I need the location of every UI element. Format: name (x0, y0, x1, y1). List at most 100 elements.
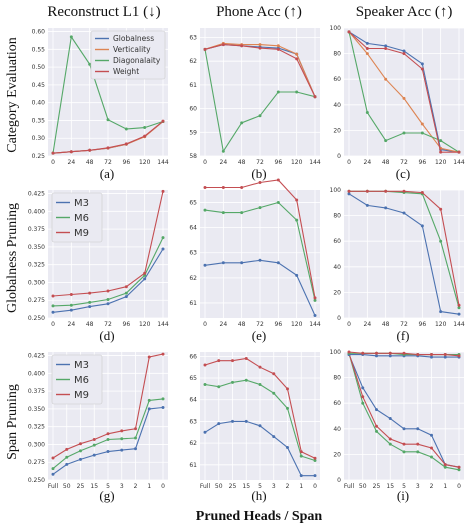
y-tick-label-h: 64 (189, 397, 197, 404)
data-point-b-3 (221, 43, 225, 47)
x-tick-label-d: 72 (104, 321, 112, 328)
sublabel-g: (g) (99, 488, 114, 503)
y-tick-label-g: 0.250 (28, 477, 45, 484)
y-tick-label-h: 62 (189, 440, 197, 447)
data-point-g-2 (65, 447, 69, 451)
data-point-i-3 (388, 354, 392, 358)
data-point-e-1 (258, 206, 262, 210)
x-tick-label-c: 48 (382, 159, 390, 166)
x-tick-label-b: 48 (238, 159, 246, 166)
data-point-b-1 (295, 52, 299, 56)
data-point-i-2 (388, 437, 392, 441)
data-point-i-2 (457, 465, 461, 469)
y-tick-label-e: 62 (189, 275, 197, 282)
data-point-b-2 (295, 90, 299, 94)
data-point-c-2 (402, 131, 406, 135)
x-tick-label-f: 24 (364, 321, 372, 328)
panel-h: 61 62 63 64 65 66 Full 50 25 15 5 3 2 1 0 (189, 352, 320, 490)
y-tick-label-h: 65 (189, 375, 197, 382)
data-point-g-2 (92, 437, 96, 441)
data-point-c-0 (365, 41, 369, 45)
panel-i: 0 20 40 60 80 100 Full 50 25 15 5 3 2 1 0 (330, 349, 464, 490)
data-point-g-2 (161, 352, 165, 356)
sublabel-i: (i) (397, 488, 409, 503)
data-point-h-2 (244, 357, 248, 361)
data-point-f-0 (457, 312, 461, 316)
data-point-e-0 (295, 273, 299, 277)
legend-label-d: M9 (74, 228, 89, 239)
data-point-g-2 (106, 432, 110, 436)
y-tick-label-b: 63 (189, 34, 197, 41)
data-point-d-1 (106, 298, 110, 302)
x-tick-label-i: 25 (373, 483, 381, 490)
data-point-f-1 (457, 306, 461, 310)
legend-label-g: M3 (74, 360, 89, 371)
legend-box-d (51, 192, 103, 243)
data-point-d-2 (124, 285, 128, 289)
x-tick-label-b: 96 (275, 159, 283, 166)
data-point-e-1 (313, 298, 317, 302)
data-point-f-0 (365, 203, 369, 207)
data-point-e-1 (203, 208, 207, 212)
data-point-h-2 (286, 387, 289, 391)
data-point-f-2 (365, 189, 369, 193)
y-tick-label-c: 60 (333, 76, 341, 83)
data-point-a-2 (69, 35, 73, 39)
data-point-f-2 (402, 189, 406, 193)
y-tick-label-e: 64 (189, 225, 197, 232)
data-point-i-1 (457, 468, 461, 472)
data-point-g-0 (92, 453, 96, 457)
legend-label-a: Diagonalaity (113, 56, 161, 65)
y-tick-label-g: 0.400 (28, 370, 45, 377)
data-point-a-2 (106, 118, 110, 122)
data-point-d-0 (124, 295, 128, 299)
data-point-e-0 (276, 261, 280, 265)
row-title-span: Span Pruning (5, 384, 20, 460)
x-tick-label-h: 5 (258, 483, 262, 490)
y-tick-label-d: 0.350 (28, 244, 45, 251)
y-tick-label-i: 0 (337, 477, 341, 484)
data-point-i-0 (388, 417, 392, 421)
data-point-g-1 (120, 437, 124, 441)
data-point-a-2 (88, 62, 92, 66)
x-tick-label-h: Full (200, 483, 211, 490)
y-tick-label-g: 0.350 (28, 406, 45, 413)
data-point-e-0 (221, 261, 225, 265)
data-point-a-2 (124, 127, 128, 131)
x-tick-label-h: 2 (286, 483, 290, 490)
x-tick-label-d: 96 (123, 321, 131, 328)
data-point-d-2 (161, 189, 165, 193)
legend-g: M3 M6 M9 (51, 354, 103, 405)
data-point-b-3 (313, 95, 317, 99)
x-tick-label-i: 1 (443, 483, 447, 490)
data-point-i-0 (402, 427, 406, 431)
x-tick-label-h: 15 (242, 483, 250, 490)
x-tick-label-g: 1 (147, 483, 151, 490)
y-tick-label-b: 59 (189, 129, 197, 136)
panel-f: 0 20 40 60 80 100 0 24 48 72 96 120 144 (330, 187, 465, 328)
data-point-g-2 (51, 456, 55, 460)
data-point-h-0 (286, 445, 289, 449)
data-point-g-0 (106, 450, 110, 454)
data-point-d-1 (51, 304, 55, 308)
panels: 0.25 0.30 0.35 0.40 0.45 0.50 0.55 0.60 0 24 48 72 9… (28, 25, 465, 490)
col-title-reconstruct: Reconstruct L1 (↓) (47, 4, 160, 20)
data-point-g-0 (120, 448, 124, 452)
x-tick-label-b: 120 (291, 159, 303, 166)
data-point-c-2 (420, 131, 424, 135)
x-tick-label-a: 96 (123, 159, 131, 166)
data-point-i-1 (375, 429, 378, 433)
data-point-g-0 (147, 407, 151, 411)
y-tick-label-g: 0.275 (28, 459, 45, 466)
x-tick-label-d: 0 (51, 321, 55, 328)
data-point-h-0 (272, 435, 276, 439)
data-point-c-3 (420, 67, 424, 71)
y-tick-label-f: 20 (333, 289, 341, 296)
data-point-i-5 (416, 353, 420, 357)
data-point-b-2 (258, 114, 262, 118)
data-point-a-3 (143, 134, 147, 138)
y-tick-label-i: 20 (333, 451, 341, 458)
x-tick-label-h: 0 (313, 483, 317, 490)
legend-label-g: M6 (74, 375, 89, 386)
